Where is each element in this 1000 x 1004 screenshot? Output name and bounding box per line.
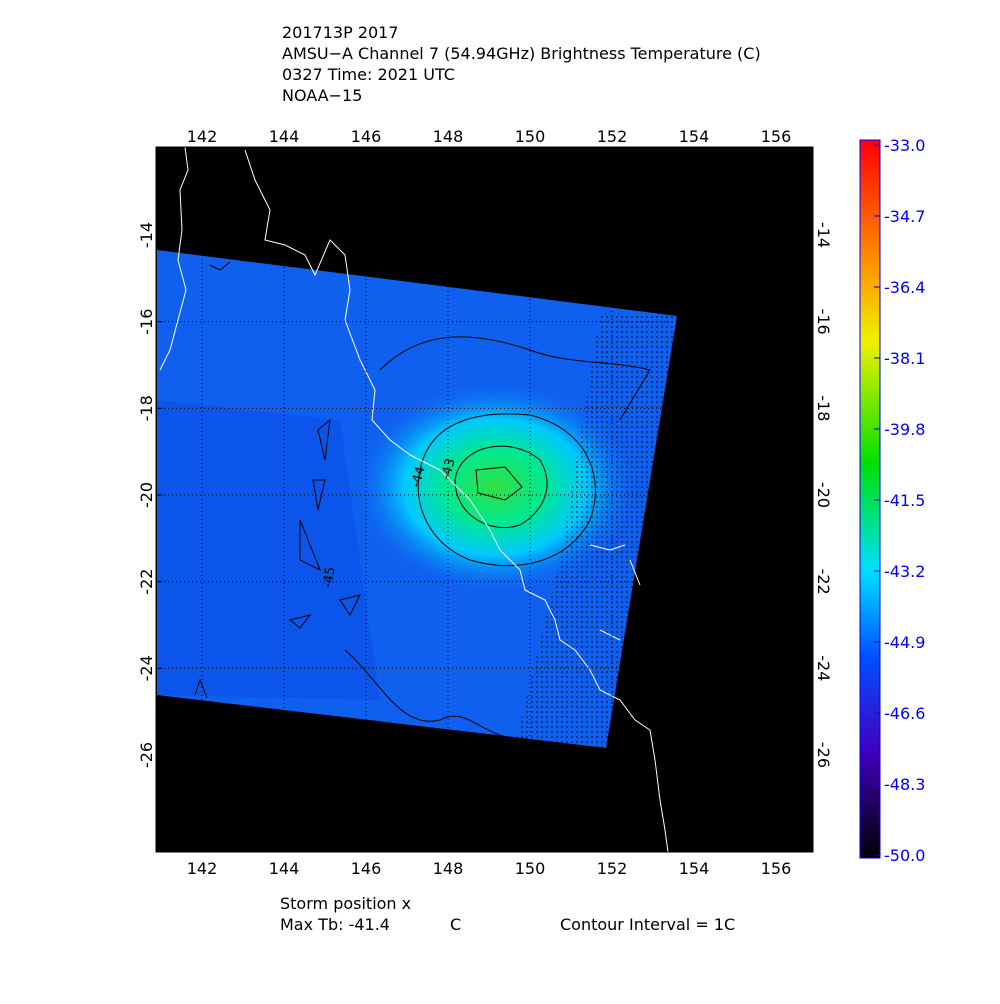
colorbar-gradient — [859, 139, 881, 859]
max-tb: Max Tb: -41.4 — [280, 915, 390, 934]
lon-tick-label-top: 152 — [597, 127, 628, 146]
lon-tick-label-top: 142 — [187, 127, 218, 146]
title-line: 201713P 2017 — [282, 23, 399, 42]
colorbar: -33.0 -34.7 -36.4 -38.1 -39.8 -41.5 -43.2 -44.9… — [859, 136, 925, 865]
contour-interval: Contour Interval = 1C — [560, 915, 735, 934]
lon-tick-label-bottom: 142 — [187, 859, 218, 878]
contour-label: -43 — [439, 457, 459, 481]
lon-tick-label-bottom: 156 — [761, 859, 792, 878]
lat-tick-label-left: -20 — [137, 482, 156, 508]
lat-tick-label-left: -24 — [137, 655, 156, 681]
lat-tick-label-right: -22 — [814, 569, 833, 595]
lon-tick-label-bottom: 144 — [269, 859, 300, 878]
lat-tick-label-right: -16 — [814, 309, 833, 335]
title-line: 0327 Time: 2021 UTC — [282, 65, 455, 84]
lat-tick-label-right: -18 — [814, 395, 833, 421]
colorbar-label: -44.9 — [884, 633, 925, 652]
lon-tick-label-bottom: 148 — [433, 859, 464, 878]
contour-labels: -44 -43 -45 — [320, 457, 458, 589]
contours — [194, 261, 651, 741]
colorbar-label: -34.7 — [884, 207, 925, 226]
lat-tick-label-right: -20 — [814, 482, 833, 508]
storm-position: Storm position x — [280, 894, 411, 913]
lon-tick-label-bottom: 152 — [597, 859, 628, 878]
map: -44 -43 -45 — [156, 147, 813, 852]
lon-tick-label-top: 146 — [351, 127, 382, 146]
lat-tick-label-left: -26 — [137, 742, 156, 768]
lon-tick-label-top: 148 — [433, 127, 464, 146]
lat-tick-label-left: -14 — [137, 222, 156, 248]
colorbar-label: -33.0 — [884, 136, 925, 155]
lat-tick-label-right: -14 — [814, 222, 833, 248]
coastline — [159, 147, 669, 852]
ticks: 142 142 144 144 146 146 148 148 150 150 152 152 154 1… — [137, 127, 833, 878]
lat-tick-label-left: -18 — [137, 395, 156, 421]
lat-tick-label-right: -24 — [814, 655, 833, 681]
lat-tick-label-right: -26 — [814, 742, 833, 768]
lon-tick-label-top: 150 — [515, 127, 546, 146]
colorbar-label: -50.0 — [884, 846, 925, 865]
contour-label: -45 — [320, 566, 338, 590]
lon-tick-label-top: 144 — [269, 127, 300, 146]
colorbar-label: -46.6 — [884, 704, 925, 723]
header: 201713P 2017 AMSU−A Channel 7 (54.94GHz)… — [282, 23, 761, 105]
title-line: NOAA−15 — [282, 86, 362, 105]
hatched-area — [515, 316, 677, 748]
lon-tick-label-top: 156 — [761, 127, 792, 146]
max-tb-unit: C — [450, 915, 461, 934]
colorbar-label: -38.1 — [884, 349, 925, 368]
lat-tick-label-left: -22 — [137, 569, 156, 595]
lon-tick-label-bottom: 150 — [515, 859, 546, 878]
footer: Storm position x Max Tb: -41.4 C Contour… — [280, 894, 735, 934]
swath-shade — [157, 400, 380, 700]
lat-tick-label-left: -16 — [137, 309, 156, 335]
contour-label: -44 — [409, 465, 429, 489]
colorbar-label: -36.4 — [884, 278, 925, 297]
lon-tick-label-top: 154 — [679, 127, 710, 146]
colorbar-label: -43.2 — [884, 562, 925, 581]
lon-tick-label-bottom: 154 — [679, 859, 710, 878]
map-frame — [155, 146, 814, 853]
colorbar-label: -39.8 — [884, 420, 925, 439]
title-line: AMSU−A Channel 7 (54.94GHz) Brightness T… — [282, 44, 761, 63]
colorbar-label: -48.3 — [884, 775, 925, 794]
colorbar-label: -41.5 — [884, 491, 925, 510]
grid — [156, 147, 813, 852]
lon-tick-label-bottom: 146 — [351, 859, 382, 878]
